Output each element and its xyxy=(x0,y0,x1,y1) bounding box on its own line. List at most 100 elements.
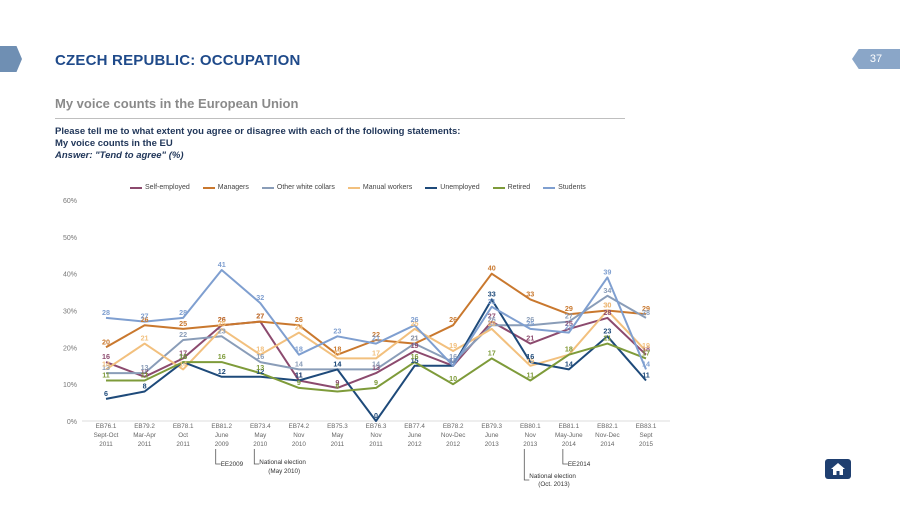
data-label: 26 xyxy=(526,315,534,324)
data-label: 21 xyxy=(603,334,611,343)
data-label: 14 xyxy=(333,359,341,368)
data-label: 28 xyxy=(179,308,187,317)
x-tick-label: Nov xyxy=(370,432,382,439)
x-tick-label: 2014 xyxy=(562,441,577,448)
legend-label: Retired xyxy=(507,184,531,191)
data-label: 6 xyxy=(104,389,108,398)
page-subtitle: My voice counts in the European Union xyxy=(55,96,299,111)
legend-swatch xyxy=(347,186,360,189)
legend-swatch xyxy=(492,186,505,189)
data-label: 14 xyxy=(179,359,187,368)
x-tick-label: 2010 xyxy=(292,441,307,448)
data-label: 15 xyxy=(449,356,457,365)
data-label: 18 xyxy=(565,345,573,354)
x-tick-label: 2012 xyxy=(408,441,423,448)
left-nav-tab[interactable] xyxy=(0,46,22,72)
data-label: 16 xyxy=(449,352,457,361)
x-tick-label: May xyxy=(331,432,344,439)
x-tick-label: June xyxy=(215,432,229,439)
x-tick-label: 2011 xyxy=(138,441,152,448)
data-label: 18 xyxy=(642,345,650,354)
data-label: 19 xyxy=(411,341,419,350)
x-tick-label: EB74.2 xyxy=(289,423,310,430)
data-label: 16 xyxy=(179,352,187,361)
data-label: 20 xyxy=(102,337,110,346)
x-tick-label: Mar-Apr xyxy=(133,432,156,439)
data-label: 22 xyxy=(179,330,187,339)
data-label: 14 xyxy=(642,359,650,368)
annotation-label: National election xyxy=(529,473,576,480)
data-label: 40 xyxy=(488,264,496,273)
y-tick-label: 40% xyxy=(63,272,77,279)
data-label: 17 xyxy=(179,348,187,357)
series-line xyxy=(105,269,647,370)
data-label: 17 xyxy=(488,348,496,357)
data-label: 15 xyxy=(411,356,419,365)
data-label: 12 xyxy=(256,367,264,376)
home-button[interactable] xyxy=(825,459,851,479)
x-tick-label: EB78.1 xyxy=(173,423,194,430)
data-label: 9 xyxy=(297,378,301,387)
data-label: 19 xyxy=(449,341,457,350)
annotation-label: EE2014 xyxy=(568,461,591,468)
data-label: 33 xyxy=(526,289,534,298)
x-tick-label: 2011 xyxy=(176,441,190,448)
y-tick-label: 10% xyxy=(63,382,77,389)
data-label: 32 xyxy=(256,293,264,302)
data-label: 17 xyxy=(642,348,650,357)
annotation-label: National election xyxy=(259,459,306,466)
data-label: 14 xyxy=(102,359,110,368)
data-label: 13 xyxy=(141,363,149,372)
data-label: 13 xyxy=(102,363,110,372)
legend-item: Manual workers xyxy=(347,184,412,191)
x-tick-label: EB77.4 xyxy=(404,423,425,430)
legend-label: Unemployed xyxy=(440,184,480,191)
page-title: CZECH REPUBLIC: OCCUPATION xyxy=(55,52,301,69)
series-line xyxy=(106,294,647,375)
legend-swatch xyxy=(130,186,142,189)
series-line xyxy=(105,316,647,389)
x-tick-label: 2011 xyxy=(99,441,113,448)
annotation-bracket xyxy=(253,449,260,465)
data-label: 26 xyxy=(488,315,496,324)
x-tick-label: EB76.3 xyxy=(366,423,387,430)
data-label: 15 xyxy=(449,356,457,365)
x-tick-label: EB80.1 xyxy=(520,423,541,430)
data-label: 19 xyxy=(642,341,650,350)
data-label: 14 xyxy=(565,359,573,368)
x-tick-label: June xyxy=(485,432,499,439)
data-label: 16 xyxy=(526,352,534,361)
series-line xyxy=(105,298,647,422)
data-label: 26 xyxy=(218,315,226,324)
legend-swatch xyxy=(425,186,438,189)
data-label: 11 xyxy=(141,370,149,379)
x-tick-label: Nov-Dec xyxy=(441,432,466,439)
data-label: 31 xyxy=(488,297,496,306)
x-tick-label: 2010 xyxy=(253,441,268,448)
y-tick-label: 20% xyxy=(63,345,77,352)
y-tick-label: 0% xyxy=(67,419,77,426)
data-label: 9 xyxy=(335,378,339,387)
data-label: 26 xyxy=(449,315,457,324)
legend-item: Unemployed xyxy=(425,184,480,191)
data-label: 21 xyxy=(411,334,419,343)
data-label: 28 xyxy=(642,308,650,317)
data-label: 29 xyxy=(642,304,650,313)
question-line: Please tell me to what extent you agree … xyxy=(55,126,461,137)
data-label: 8 xyxy=(143,382,147,391)
x-tick-label: 2013 xyxy=(485,441,500,448)
data-label: 11 xyxy=(295,370,303,379)
legend-item: Self-employed xyxy=(130,184,190,191)
x-tick-label: 2009 xyxy=(215,441,230,448)
data-label: 30 xyxy=(603,301,611,310)
annotation-bracket xyxy=(523,449,530,481)
legend-swatch xyxy=(543,186,556,189)
series-line xyxy=(106,342,647,393)
x-tick-label: Sept xyxy=(640,432,653,439)
x-tick-label: 2012 xyxy=(446,441,461,448)
legend-item: Retired xyxy=(492,184,531,191)
data-label: 29 xyxy=(565,304,573,313)
x-tick-label: Sept-Oct xyxy=(94,432,119,439)
data-label: 27 xyxy=(256,312,264,321)
legend-swatch xyxy=(202,186,215,189)
